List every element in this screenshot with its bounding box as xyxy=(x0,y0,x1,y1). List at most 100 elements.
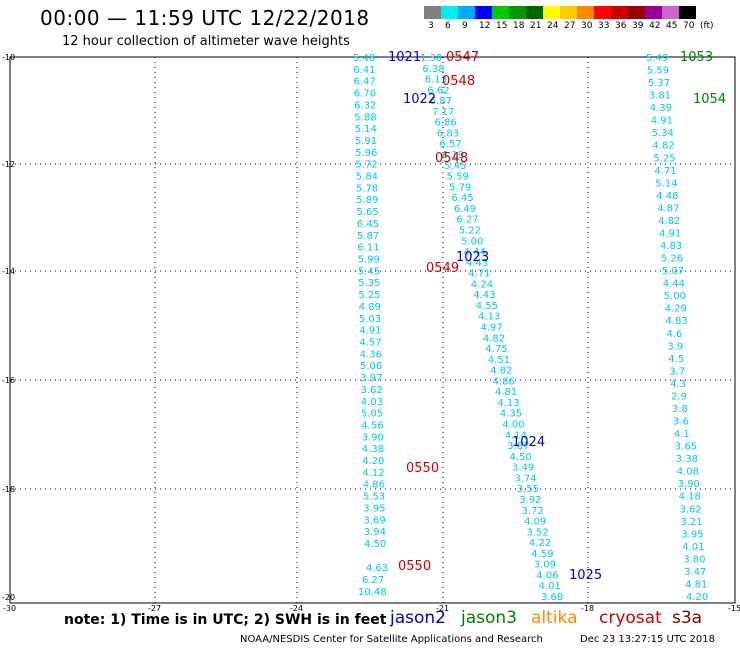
scale-label: 30 xyxy=(581,21,593,31)
swh-value-track3: 3.62 xyxy=(680,504,702,515)
swh-value-track2: 6.86 xyxy=(435,118,457,129)
swh-value-track1: 3.69 xyxy=(364,515,386,526)
scale-swatch xyxy=(611,6,628,19)
pass-label-cryosat: 0548 xyxy=(435,151,468,166)
swh-value-track1: 5.03 xyxy=(359,314,381,325)
pass-label-cryosat: 0548 xyxy=(442,74,475,89)
swh-value-track1: 5.88 xyxy=(354,112,376,123)
swh-value-track1: 4.89 xyxy=(359,302,381,313)
scale-label: 42 xyxy=(649,21,661,31)
swh-value-track1: 5.96 xyxy=(355,148,377,159)
lon-tick-label: -15 xyxy=(728,604,740,613)
swh-value-track3: 4.82 xyxy=(658,216,680,227)
scale-swatch xyxy=(526,6,543,19)
pass-label-cryosat: 0550 xyxy=(398,559,431,574)
swh-value-track1: 6.45 xyxy=(357,219,379,230)
swh-value-track1: 5.72 xyxy=(355,160,377,171)
wave-height-color-scale: 3 6 9 12 15 18 21 24 27 30 33 36 39 42 45 70 (ft) xyxy=(424,6,714,33)
lat-tick-label: -18 xyxy=(2,485,15,494)
swh-value-track2: 4.44 xyxy=(464,247,486,258)
swh-value-track2: 5.00 xyxy=(461,236,483,247)
swh-value-track1: 5.99 xyxy=(358,255,380,266)
page-title: 00:00 — 11:59 UTC 12/22/2018 xyxy=(40,6,370,30)
swh-value-track3: 4.87 xyxy=(657,203,679,214)
swh-value-track2: 3.87 xyxy=(507,441,529,452)
swh-value-track3: 5.00 xyxy=(664,291,686,302)
swh-value-track2: 1.30 xyxy=(420,53,442,64)
swh-value-track1: 5.45 xyxy=(358,266,380,277)
swh-value-track1: 5.14 xyxy=(355,124,377,135)
swh-value-track3: 4.82 xyxy=(653,141,675,152)
scale-swatch xyxy=(679,6,696,19)
swh-value-track2: 4.13 xyxy=(478,312,500,323)
swh-value-track2: 6.87 xyxy=(430,96,452,107)
swh-value-track3: 4.01 xyxy=(682,542,704,553)
page-subtitle: 12 hour collection of altimeter wave hei… xyxy=(62,34,350,49)
swh-value-track3: 4.91 xyxy=(651,116,673,127)
swh-value-track1: 5.06 xyxy=(360,361,382,372)
swh-value-track1: 5.91 xyxy=(355,136,377,147)
swh-value-track3: 3.80 xyxy=(683,554,705,565)
scale-label: 45 xyxy=(666,21,678,31)
credit-line: NOAA/NESDIS Center for Satellite Applica… xyxy=(240,634,543,645)
swh-value-track1: 5.65 xyxy=(357,207,379,218)
scale-swatch xyxy=(475,6,492,19)
swh-value-track3: 4.39 xyxy=(650,103,672,114)
pass-label-cryosat: 0549 xyxy=(426,261,459,276)
swh-value-track3: 3.81 xyxy=(649,91,671,102)
swh-value-track2: 4.14 xyxy=(505,430,527,441)
swh-value-track2: 4.50 xyxy=(510,452,532,463)
pass-label-jason2: 1022 xyxy=(403,92,436,107)
swh-value-track2: 4.06 xyxy=(536,570,558,581)
scale-swatch xyxy=(662,6,679,19)
swh-value-track3: 5.26 xyxy=(661,254,683,265)
swh-value-track2: 3.68 xyxy=(541,592,563,603)
swh-value-track2: 4.01 xyxy=(539,581,561,592)
scale-swatch xyxy=(560,6,577,19)
swh-value-track3: 4.83 xyxy=(660,241,682,252)
swh-value-track3: 3.7 xyxy=(669,366,685,377)
swh-value-track2: 6.49 xyxy=(454,204,476,215)
pass-label-cryosat: 0550 xyxy=(406,461,439,476)
legend-s3a: s3a xyxy=(672,608,703,628)
swh-value-track3: 5.07 xyxy=(662,266,684,277)
swh-value-track1: 5.35 xyxy=(358,278,380,289)
swh-value-track3: 4.81 xyxy=(685,580,707,591)
swh-value-track1: 4.12 xyxy=(362,468,384,479)
swh-value-track3: 5.49 xyxy=(646,53,668,64)
swh-value-track1: 4.38 xyxy=(362,444,384,455)
swh-value-track2: 4.35 xyxy=(500,409,522,420)
pass-label-jason2: 1023 xyxy=(456,250,489,265)
scale-swatch xyxy=(628,6,645,19)
swh-value-track3: 4.29 xyxy=(665,304,687,315)
scale-label: (ft) xyxy=(700,21,714,31)
swh-value-track3: 3.21 xyxy=(680,517,702,528)
swh-value-track3: 3.47 xyxy=(684,567,706,578)
swh-value-track1: 6.41 xyxy=(353,65,375,76)
swh-value-track2: 4.82 xyxy=(483,333,505,344)
pass-label-cryosat: 0547 xyxy=(446,50,479,65)
swh-value-track1: 4.03 xyxy=(361,397,383,408)
swh-value-track1: 4.63 xyxy=(366,563,388,574)
swh-value-track2: 7.17 xyxy=(432,107,454,118)
map-frame xyxy=(9,56,736,604)
scale-label: 39 xyxy=(632,21,644,31)
legend-altika: altika xyxy=(531,608,578,628)
swh-value-track1: 4.56 xyxy=(361,421,383,432)
swh-value-track2: 6.38 xyxy=(422,64,444,75)
swh-value-track1: 4.57 xyxy=(359,338,381,349)
swh-value-track1: 6.11 xyxy=(357,243,379,254)
swh-value-track2: 4.51 xyxy=(488,355,510,366)
swh-value-track2: 4.55 xyxy=(476,301,498,312)
scale-labels: 3 6 9 12 15 18 21 24 27 30 33 36 39 42 45 70 (ft) xyxy=(424,19,714,33)
lon-tick-label: -18 xyxy=(581,604,594,613)
pass-label-jason2: 1024 xyxy=(512,435,545,450)
swh-value-track1: 4.36 xyxy=(360,349,382,360)
scale-label: 15 xyxy=(496,21,508,31)
swh-value-track1: 5.48 xyxy=(353,53,375,64)
legend-jason3: jason3 xyxy=(461,608,517,628)
lat-tick-label: -14 xyxy=(2,267,15,276)
swh-value-track3: 4.18 xyxy=(679,492,701,503)
swh-value-track2: 5.45 xyxy=(444,161,466,172)
lat-tick-label: -16 xyxy=(2,376,15,385)
